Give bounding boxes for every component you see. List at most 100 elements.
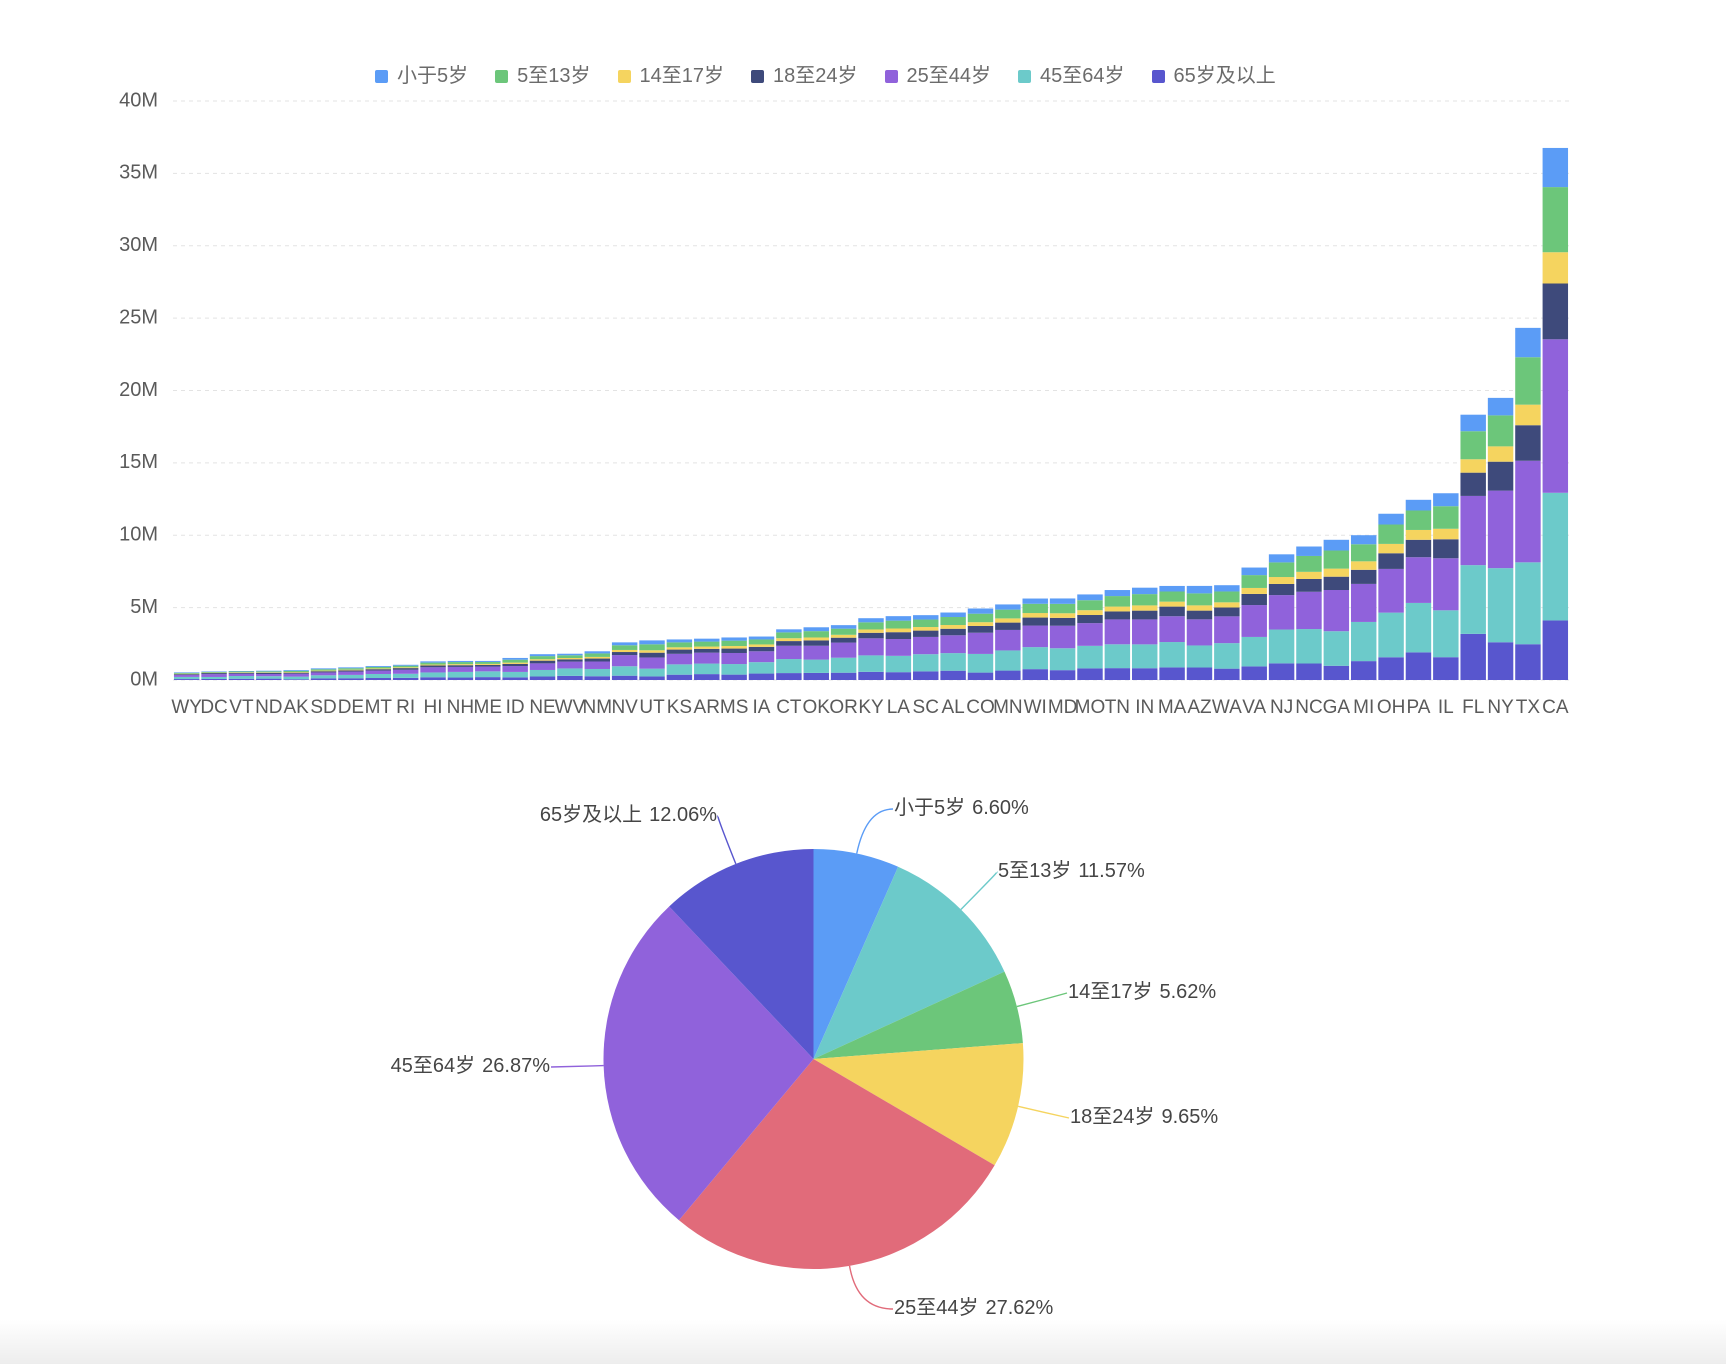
bar-mo-5-13[interactable] xyxy=(1077,600,1103,611)
bar-sd-14-17[interactable] xyxy=(310,670,337,672)
bar-az-18-24[interactable] xyxy=(1186,610,1213,620)
bar-ny-18-24[interactable] xyxy=(1487,461,1514,491)
bar-de-65-plus[interactable] xyxy=(338,678,364,680)
bar-co-45-64[interactable] xyxy=(967,653,994,673)
bar-al-18-24[interactable] xyxy=(940,628,966,636)
pie-slice-under-5[interactable] xyxy=(813,849,899,1059)
bar-fl-5-13[interactable] xyxy=(1460,431,1486,460)
bar-nv-under-5[interactable] xyxy=(611,642,638,646)
bar-ca-under-5[interactable] xyxy=(1542,147,1569,188)
pie-slice-14-17[interactable] xyxy=(813,971,1023,1059)
bar-ak-5-13[interactable] xyxy=(283,670,309,673)
bar-or-45-64[interactable] xyxy=(830,657,857,673)
bar-hi-65-plus[interactable] xyxy=(420,677,446,680)
bar-tx-18-24[interactable] xyxy=(1515,425,1541,461)
bar-sc-18-24[interactable] xyxy=(913,630,939,637)
bar-nj-14-17[interactable] xyxy=(1268,577,1295,584)
bar-va-18-24[interactable] xyxy=(1241,593,1267,606)
bar-ga-45-64[interactable] xyxy=(1323,631,1350,666)
bar-id-14-17[interactable] xyxy=(502,662,528,664)
bar-al-under-5[interactable] xyxy=(940,612,966,618)
bar-mt-5-13[interactable] xyxy=(365,666,392,669)
bar-ga-18-24[interactable] xyxy=(1323,576,1350,591)
bar-ky-65-plus[interactable] xyxy=(858,671,884,680)
bar-dc-65-plus[interactable] xyxy=(201,678,227,680)
bar-id-18-24[interactable] xyxy=(502,663,528,667)
bar-id-under-5[interactable] xyxy=(502,657,528,660)
bar-ky-25-44[interactable] xyxy=(858,638,884,656)
bar-tn-45-64[interactable] xyxy=(1104,644,1131,669)
bar-nc-65-plus[interactable] xyxy=(1296,663,1322,680)
bar-fl-14-17[interactable] xyxy=(1460,459,1486,473)
bar-ia-25-44[interactable] xyxy=(748,651,775,663)
bar-nd-45-64[interactable] xyxy=(256,676,282,679)
bar-pa-14-17[interactable] xyxy=(1405,529,1432,540)
bar-hi-45-64[interactable] xyxy=(420,672,446,678)
pie-slice-65-plus[interactable] xyxy=(669,849,814,1059)
bar-sc-under-5[interactable] xyxy=(913,615,939,620)
bar-mn-18-24[interactable] xyxy=(995,622,1021,630)
bar-co-14-17[interactable] xyxy=(967,622,994,626)
bar-ky-45-64[interactable] xyxy=(858,655,884,672)
pie-slice-25-44[interactable] xyxy=(678,1059,995,1269)
bar-oh-5-13[interactable] xyxy=(1378,524,1404,544)
bar-oh-18-24[interactable] xyxy=(1378,553,1404,569)
pie-slice-5-13[interactable] xyxy=(813,866,1005,1059)
bar-la-5-13[interactable] xyxy=(885,620,912,629)
bar-ms-45-64[interactable] xyxy=(721,664,747,675)
bar-nd-under-5[interactable] xyxy=(256,670,282,672)
bar-ga-5-13[interactable] xyxy=(1323,550,1350,569)
bar-ct-5-13[interactable] xyxy=(776,632,802,639)
bar-ny-45-64[interactable] xyxy=(1487,568,1514,643)
bar-ct-under-5[interactable] xyxy=(776,629,802,633)
bar-ut-under-5[interactable] xyxy=(639,640,665,645)
bar-co-5-13[interactable] xyxy=(967,613,994,623)
bar-va-under-5[interactable] xyxy=(1241,567,1267,576)
bar-fl-45-64[interactable] xyxy=(1460,565,1486,634)
bar-az-5-13[interactable] xyxy=(1186,593,1213,606)
bar-wa-5-13[interactable] xyxy=(1214,591,1240,603)
bar-mi-18-24[interactable] xyxy=(1350,569,1377,584)
bar-de-under-5[interactable] xyxy=(338,667,364,669)
bar-sd-5-13[interactable] xyxy=(310,669,337,671)
bar-de-25-44[interactable] xyxy=(338,671,364,675)
bar-nd-5-13[interactable] xyxy=(256,671,282,673)
bar-nj-under-5[interactable] xyxy=(1268,554,1295,563)
bar-nh-45-64[interactable] xyxy=(447,671,474,678)
bar-ms-14-17[interactable] xyxy=(721,646,747,649)
bar-az-45-64[interactable] xyxy=(1186,645,1213,668)
bar-mn-45-64[interactable] xyxy=(995,650,1021,671)
bar-wa-14-17[interactable] xyxy=(1214,602,1240,608)
bar-ar-45-64[interactable] xyxy=(694,663,720,675)
bar-nh-14-17[interactable] xyxy=(447,664,474,666)
bar-ri-45-64[interactable] xyxy=(392,673,419,678)
bar-wi-under-5[interactable] xyxy=(1022,598,1048,604)
bar-ne-25-44[interactable] xyxy=(529,663,556,670)
bar-ca-65-plus[interactable] xyxy=(1542,620,1569,680)
bar-mt-18-24[interactable] xyxy=(365,669,392,671)
bar-il-under-5[interactable] xyxy=(1433,493,1459,507)
bar-ca-45-64[interactable] xyxy=(1542,492,1569,621)
bar-mn-14-17[interactable] xyxy=(995,618,1021,623)
bar-or-25-44[interactable] xyxy=(830,642,857,658)
bar-ak-18-24[interactable] xyxy=(283,672,309,674)
bar-tn-25-44[interactable] xyxy=(1104,619,1131,645)
bar-wi-5-13[interactable] xyxy=(1022,603,1048,614)
bar-nm-14-17[interactable] xyxy=(584,656,611,659)
bar-me-18-24[interactable] xyxy=(475,664,501,667)
bar-me-under-5[interactable] xyxy=(475,660,501,662)
bar-az-under-5[interactable] xyxy=(1186,585,1213,594)
bar-wy-18-24[interactable] xyxy=(173,674,200,675)
bar-la-25-44[interactable] xyxy=(885,639,912,656)
bar-wi-45-64[interactable] xyxy=(1022,647,1048,670)
bar-ne-under-5[interactable] xyxy=(529,654,556,657)
bar-ks-18-24[interactable] xyxy=(666,649,693,654)
bar-mt-14-17[interactable] xyxy=(365,668,392,670)
bar-ar-5-13[interactable] xyxy=(694,641,720,647)
bar-ak-65-plus[interactable] xyxy=(283,679,309,680)
bar-co-under-5[interactable] xyxy=(967,608,994,614)
bar-al-5-13[interactable] xyxy=(940,617,966,626)
bar-ok-25-44[interactable] xyxy=(803,645,829,660)
bar-ny-65-plus[interactable] xyxy=(1487,642,1514,680)
bar-me-45-64[interactable] xyxy=(475,671,501,678)
